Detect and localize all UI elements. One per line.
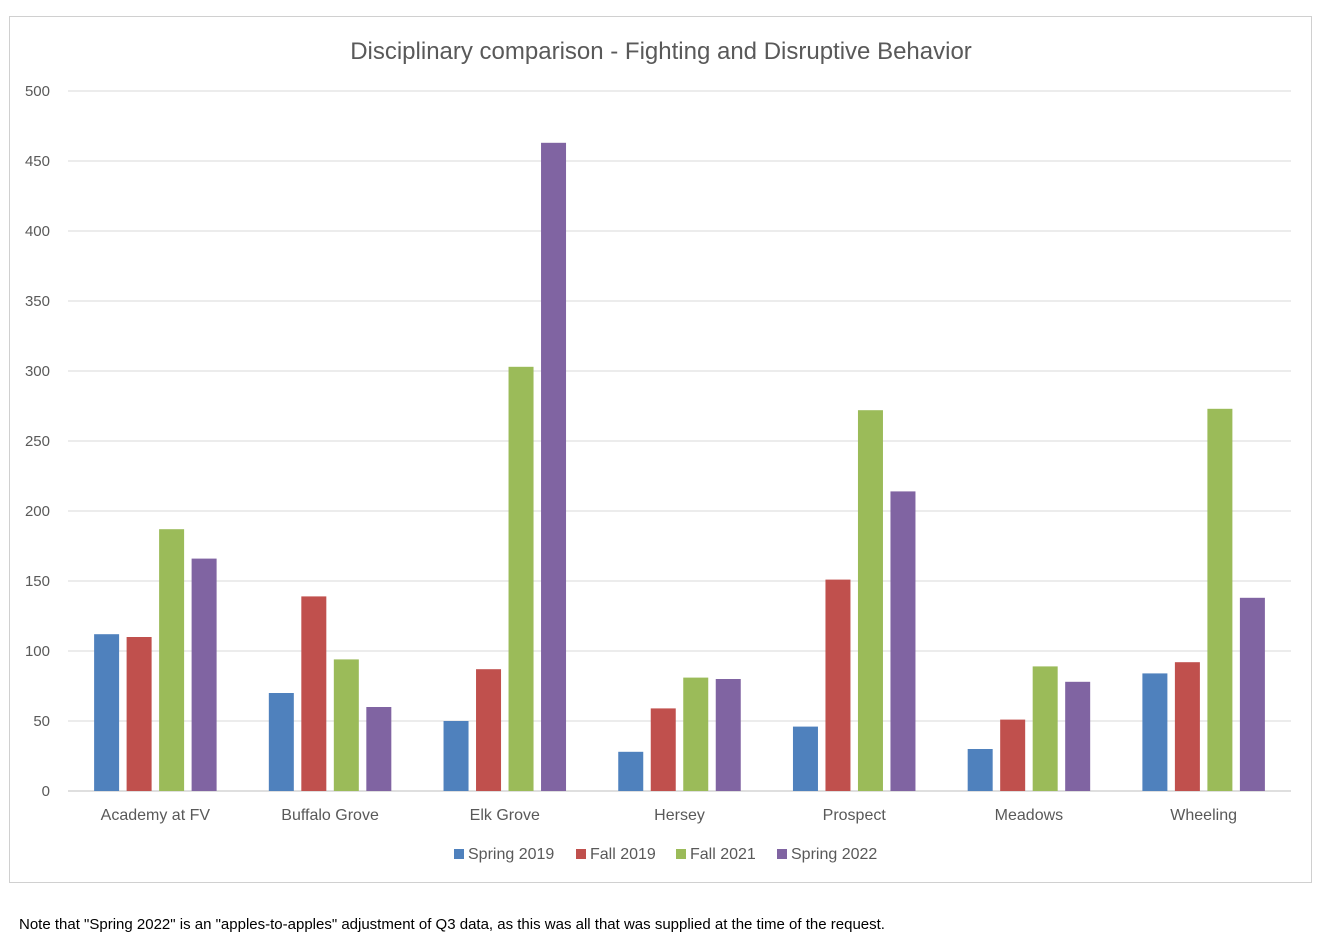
gridlines (68, 90, 1291, 792)
bar (476, 669, 502, 791)
legend-label: Fall 2021 (690, 846, 756, 863)
y-tick-label: 350 (25, 293, 50, 310)
x-tick-label: Meadows (995, 807, 1063, 824)
bars (94, 142, 1265, 792)
bar (715, 679, 741, 791)
bar (541, 142, 567, 792)
bar (1142, 673, 1168, 791)
bar (301, 596, 327, 791)
x-tick-label: Buffalo Grove (281, 807, 379, 824)
x-tick-label: Academy at FV (101, 807, 211, 824)
y-tick-label: 450 (25, 153, 50, 170)
bar (94, 634, 120, 791)
bar (126, 637, 152, 791)
x-tick-label: Wheeling (1170, 807, 1237, 824)
y-tick-label: 150 (25, 573, 50, 590)
bar (159, 529, 185, 791)
legend-swatch (576, 849, 586, 859)
footnote: Note that "Spring 2022" is an "apples-to… (19, 916, 885, 933)
y-tick-label: 50 (33, 713, 50, 730)
bar (890, 491, 916, 791)
legend-label: Fall 2019 (590, 846, 656, 863)
y-tick-label: 400 (25, 223, 50, 240)
bar (650, 708, 676, 791)
x-tick-label: Prospect (823, 807, 887, 824)
bar (1239, 597, 1265, 791)
bar (366, 707, 392, 791)
bar (443, 721, 469, 791)
bar (618, 751, 644, 791)
x-tick-label: Elk Grove (470, 807, 540, 824)
bar (1000, 719, 1026, 791)
legend-label: Spring 2022 (791, 846, 877, 863)
legend-swatch (777, 849, 787, 859)
bar-chart: Disciplinary comparison - Fighting and D… (25, 38, 1291, 863)
bar (825, 579, 851, 791)
legend-label: Spring 2019 (468, 846, 554, 863)
bar (857, 410, 883, 791)
bar (683, 677, 709, 791)
y-tick-label: 300 (25, 363, 50, 380)
y-axis-ticks: 0 50 100 150 200 250 300 350 400 450 500 (25, 83, 50, 800)
y-tick-label: 250 (25, 433, 50, 450)
y-tick-label: 200 (25, 503, 50, 520)
chart-title: Disciplinary comparison - Fighting and D… (350, 38, 972, 65)
y-tick-label: 0 (42, 783, 50, 800)
bar (967, 749, 993, 791)
legend-swatch (454, 849, 464, 859)
bar (1032, 666, 1058, 791)
legend: Spring 2019 Fall 2019 Fall 2021 Spring 2022 (454, 846, 877, 863)
x-tick-label: Hersey (654, 807, 705, 824)
y-tick-label: 100 (25, 643, 50, 660)
bar (508, 366, 534, 791)
bar (1207, 408, 1233, 791)
legend-swatch (676, 849, 686, 859)
bar (792, 726, 818, 791)
bar (333, 659, 359, 791)
bar (268, 693, 294, 791)
bar (1174, 662, 1200, 791)
y-tick-label: 500 (25, 83, 50, 100)
x-axis-categories: Academy at FV Buffalo Grove Elk Grove Herse… (101, 807, 1237, 824)
bar (191, 558, 217, 791)
bar (1065, 681, 1091, 791)
